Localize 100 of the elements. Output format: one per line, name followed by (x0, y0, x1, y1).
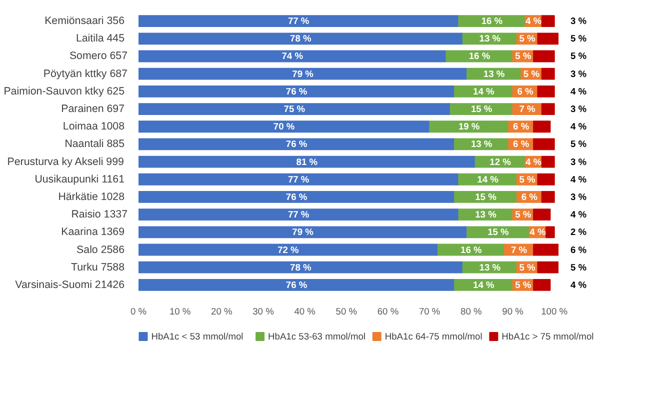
data-label: 4 % (526, 156, 542, 167)
legend-label: HbA1c < 53 mmol/mol (151, 332, 244, 342)
bar (541, 68, 555, 80)
x-tick-label: 10 % (169, 306, 191, 316)
x-tick-label: 60 % (377, 306, 399, 316)
data-label: 5 % (519, 174, 536, 184)
data-label: 5 % (570, 51, 588, 62)
data-label: 77 % (288, 16, 310, 26)
data-label: 12 % (490, 156, 512, 167)
data-label: 78 % (290, 34, 312, 44)
x-tick-label: 70 % (418, 306, 440, 316)
data-label: 6 % (513, 122, 530, 132)
bar (533, 244, 558, 256)
bar (138, 208, 460, 221)
bar (138, 244, 438, 256)
y-tick-label: Perusturva ky Akseli 999 (7, 156, 124, 168)
y-tick-label: Pöytyän kttky 687 (43, 68, 128, 80)
bar (533, 120, 551, 133)
y-tick-label: Loimaa 1008 (62, 120, 125, 133)
bar (541, 103, 555, 115)
data-label: 13 % (483, 68, 506, 79)
data-label: 4 % (570, 280, 588, 290)
data-label: 7 % (510, 244, 528, 255)
y-tick-label: Kemiönsaari 356 (44, 15, 125, 28)
bar (533, 208, 551, 221)
x-tick-label: 80 % (460, 306, 482, 316)
y-tick-label: Parainen 697 (61, 103, 125, 116)
bar (138, 120, 430, 133)
bar (537, 32, 558, 45)
data-label: 6 % (513, 139, 530, 150)
data-label: 16 % (481, 16, 504, 26)
data-label: 5 % (519, 34, 536, 44)
bar (533, 50, 555, 62)
bar (138, 191, 456, 203)
x-tick-label: 100 % (541, 306, 568, 316)
data-label: 76 % (286, 192, 308, 202)
bar (546, 226, 555, 238)
x-tick-label: 20 % (211, 306, 232, 316)
data-label: 4 % (526, 16, 542, 26)
data-label: 3 % (570, 16, 588, 26)
data-label: 5 % (523, 68, 540, 79)
data-label: 15 % (470, 104, 493, 114)
y-tick-label: Naantali 885 (64, 138, 125, 150)
bar (541, 156, 555, 168)
x-tick-label: 30 % (252, 306, 274, 316)
data-label: 74 % (282, 51, 304, 62)
bar (138, 85, 456, 98)
data-label: 2 % (570, 227, 588, 238)
y-tick-label: Kaarina 1369 (61, 226, 125, 238)
legend-label: HbA1c 64-75 mmol/mol (384, 332, 482, 342)
bar (138, 68, 468, 80)
data-label: 4 % (530, 227, 546, 238)
bar (537, 261, 558, 274)
bar (138, 278, 456, 291)
data-label: 3 % (570, 156, 588, 167)
data-label: 4 % (570, 86, 588, 96)
data-label: 19 % (458, 122, 480, 132)
data-label: 76 % (286, 86, 308, 96)
data-label: 3 % (570, 104, 588, 114)
data-label: 5 % (515, 210, 532, 220)
bar (541, 191, 555, 203)
bar (138, 138, 456, 150)
data-label: 16 % (460, 244, 483, 255)
bar (537, 85, 555, 98)
data-label: 5 % (515, 280, 532, 290)
bar (138, 173, 460, 186)
data-label: 16 % (468, 51, 491, 62)
data-label: 72 % (278, 244, 300, 255)
bar (533, 138, 555, 150)
data-label: 77 % (288, 210, 310, 220)
bar (138, 15, 460, 28)
y-tick-label: Turku 7588 (71, 261, 125, 274)
data-label: 79 % (292, 68, 314, 79)
data-label: 6 % (570, 244, 588, 255)
data-label: 76 % (286, 280, 308, 290)
bar (138, 50, 447, 62)
data-label: 13 % (479, 262, 502, 272)
data-label: 5 % (515, 51, 532, 62)
data-label: 13 % (479, 34, 502, 44)
data-label: 5 % (519, 262, 536, 272)
data-label: 77 % (288, 174, 310, 184)
data-label: 15 % (488, 227, 510, 238)
data-label: 75 % (284, 104, 306, 114)
y-tick-label: Raisio 1337 (71, 208, 128, 221)
data-label: 78 % (290, 262, 312, 272)
data-label: 4 % (570, 210, 588, 220)
data-label: 15 % (475, 192, 498, 202)
y-tick-label: Laitila 445 (76, 32, 125, 45)
data-label: 79 % (292, 227, 314, 238)
data-label: 5 % (570, 262, 588, 272)
data-label: 4 % (570, 174, 588, 184)
data-label: 14 % (477, 174, 500, 184)
data-label: 5 % (570, 34, 588, 44)
bar (429, 120, 510, 133)
data-label: 81 % (296, 156, 318, 167)
data-label: 70 % (273, 122, 296, 132)
data-label: 6 % (517, 86, 534, 96)
data-label: 76 % (286, 139, 308, 150)
data-label: 4 % (570, 122, 588, 132)
bar (541, 15, 555, 28)
